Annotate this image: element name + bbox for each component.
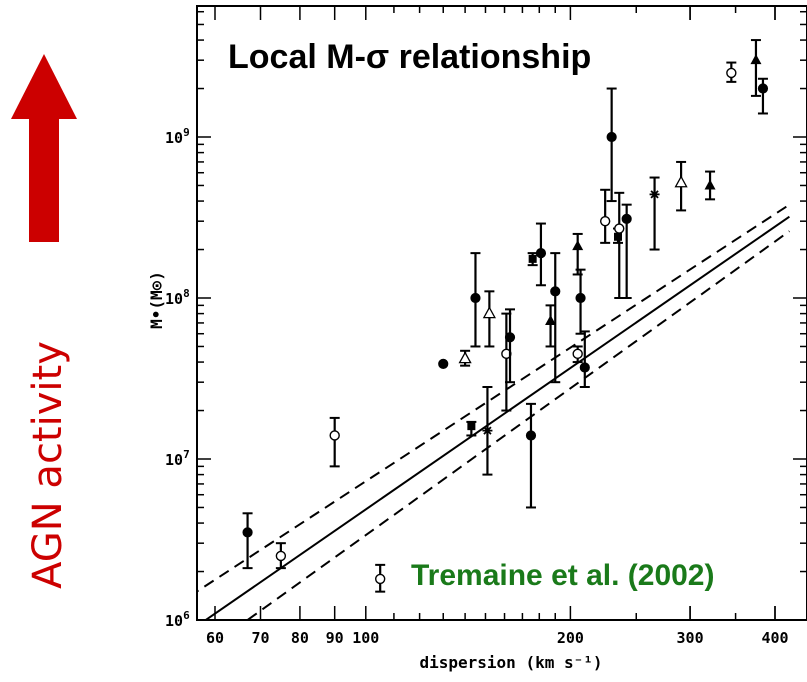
data-point: [599, 188, 611, 244]
x-tick-label: 200: [557, 629, 584, 647]
data-points: [242, 39, 769, 593]
data-point: [527, 252, 538, 267]
data-point: [466, 420, 477, 437]
data-point: [242, 512, 253, 570]
y-tick-exponent: 6: [183, 609, 190, 622]
marker-open-triangle: [458, 351, 472, 364]
marker-open-circle: [614, 223, 625, 234]
marker-open-circle: [329, 430, 340, 441]
data-point: [606, 87, 617, 203]
y-tick-base: 10: [165, 290, 183, 308]
y-tick-label: 109: [165, 126, 190, 147]
marker-filled-circle: [438, 358, 449, 369]
marker-filled-circle: [525, 430, 537, 441]
x-tick-label: 70: [251, 629, 269, 647]
marker-filled-square: [528, 254, 537, 263]
data-point: [545, 304, 557, 348]
marker-open-circle: [726, 67, 737, 79]
arrow-up-icon: [11, 54, 77, 242]
marker-star: [649, 189, 660, 200]
data-point: [757, 77, 769, 115]
data-point: [438, 358, 449, 369]
y-tick-exponent: 9: [183, 126, 190, 139]
y-tick-exponent: 7: [183, 448, 190, 461]
data-point: [750, 39, 762, 97]
data-point: [704, 170, 716, 201]
x-axis-title: dispersion (km s⁻¹): [419, 653, 602, 672]
marker-filled-circle: [606, 131, 617, 143]
data-point: [572, 345, 583, 364]
marker-filled-circle: [621, 213, 632, 224]
marker-filled-circle: [757, 83, 769, 94]
data-point: [614, 191, 625, 299]
data-point: [572, 232, 584, 276]
marker-open-triangle: [674, 175, 688, 188]
data-point: [470, 252, 481, 348]
citation-annotation: Tremaine et al. (2002): [411, 559, 715, 592]
data-point: [329, 416, 340, 468]
marker-filled-triangle: [572, 240, 584, 251]
marker-star: [482, 425, 493, 436]
data-point: [649, 176, 660, 251]
marker-open-circle: [572, 348, 583, 360]
fit-line-solid: [204, 215, 790, 620]
marker-filled-triangle: [545, 314, 557, 325]
data-point: [374, 563, 386, 593]
marker-filled-circle: [550, 286, 561, 297]
data-point: [525, 402, 537, 509]
x-tick-label: 90: [326, 629, 344, 647]
marker-filled-circle: [535, 248, 547, 259]
y-tick-exponent: 8: [183, 287, 190, 300]
y-tick-base: 10: [165, 612, 183, 630]
marker-filled-circle: [242, 527, 253, 538]
data-point: [621, 203, 632, 299]
fit-line-dashed: [197, 203, 790, 593]
marker-filled-square: [613, 232, 622, 241]
y-tick-label: 107: [165, 448, 190, 469]
data-point: [575, 268, 586, 335]
data-point: [275, 542, 287, 570]
marker-filled-triangle: [704, 179, 716, 190]
data-point: [550, 252, 561, 384]
x-tick-label: 300: [677, 629, 704, 647]
data-point: [504, 308, 516, 384]
marker-open-circle: [599, 215, 611, 227]
data-point: [482, 290, 496, 348]
chart-title: Local M-σ relationship: [228, 38, 591, 76]
marker-filled-circle: [470, 292, 481, 304]
fit-lines: [197, 203, 790, 620]
data-point: [674, 160, 688, 212]
marker-filled-circle: [579, 362, 590, 373]
fit-line-dashed: [245, 230, 790, 620]
agn-activity-label: AGN activity: [25, 341, 71, 589]
data-point: [726, 61, 737, 83]
x-tick-label: 100: [352, 629, 379, 647]
x-tick-label: 80: [291, 629, 309, 647]
marker-filled-square: [467, 422, 476, 431]
marker-filled-triangle: [750, 54, 762, 65]
marker-open-circle: [275, 550, 287, 562]
marker-filled-circle: [575, 292, 586, 304]
y-axis-title: M•(M⊙): [147, 271, 166, 329]
marker-open-circle: [374, 573, 386, 585]
data-point: [458, 349, 472, 367]
data-point: [579, 330, 590, 389]
x-tick-label: 400: [761, 629, 788, 647]
marker-open-triangle: [482, 306, 496, 319]
data-point: [482, 386, 493, 476]
y-tick-base: 10: [165, 451, 183, 469]
data-point: [535, 222, 547, 287]
marker-filled-circle: [504, 332, 516, 343]
y-tick-base: 10: [165, 129, 183, 147]
y-tick-label: 108: [165, 287, 190, 308]
x-tick-label: 60: [206, 629, 224, 647]
y-tick-label: 106: [165, 609, 190, 630]
x-axis: 60 70 80 90 100 200 300 400: [206, 6, 789, 647]
